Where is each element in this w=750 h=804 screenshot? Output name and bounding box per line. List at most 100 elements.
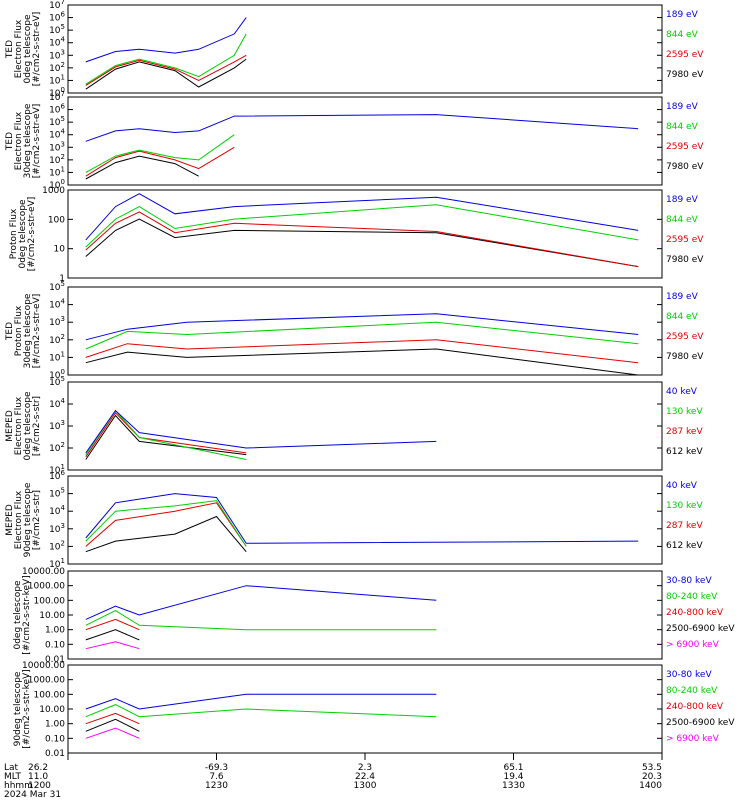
legend-label: 2500-6900 keV	[666, 624, 735, 634]
panel-7: 10000.00 1000.00 100.00 10.00 1.00 0.10 0.01 0d…	[13, 567, 735, 665]
y-tick-label: 100	[48, 215, 65, 225]
y-tick-label: 106	[49, 103, 65, 116]
footer-hhmm-value: 1400	[639, 781, 662, 791]
y-axis-title-line: Proton Flux	[9, 208, 19, 259]
footer-lat-value: 65.1	[503, 763, 523, 773]
legend-label: 80-240 keV	[666, 686, 718, 696]
y-tick-label: 104	[49, 397, 65, 410]
series-line-2	[85, 339, 639, 364]
y-tick-label: 0.01	[45, 749, 65, 759]
series-line-2	[85, 211, 639, 268]
legend-label: 80-240 keV	[666, 592, 718, 602]
series-line-1	[85, 58, 247, 90]
legend-label: 7980 eV	[666, 162, 704, 172]
y-tick-label: 10	[54, 245, 66, 255]
y-tick-label: 100.00	[34, 690, 66, 700]
series-line-4	[85, 493, 639, 544]
y-tick-label: 104	[49, 298, 65, 311]
y-tick-label: 0.10	[45, 734, 65, 744]
legend-label: 2595 eV	[666, 235, 704, 245]
y-tick-label: 105	[49, 115, 65, 128]
y-tick-label: 103	[49, 140, 65, 153]
footer-mlt-value: 22.4	[355, 772, 375, 782]
y-tick-label: 105	[49, 23, 65, 36]
y-tick-label: 0.10	[45, 640, 65, 650]
y-tick-label: 101	[49, 165, 65, 178]
series-line-1	[85, 414, 247, 460]
y-tick-label: 1000	[42, 186, 65, 196]
series-line-4	[85, 704, 437, 718]
y-tick-label: 0.01	[45, 655, 65, 665]
legend-label: 7980 eV	[666, 255, 704, 265]
series-line-3	[85, 712, 140, 725]
footer-mlt-value: 11.0	[28, 772, 48, 782]
legend-label: > 6900 keV	[666, 640, 720, 650]
legend-label: 844 eV	[666, 215, 699, 225]
series-line-2	[85, 629, 140, 641]
y-tick-label: 100	[49, 86, 65, 99]
footer-hhmm-value: 1200	[28, 781, 51, 791]
y-axis-title-line: TED	[5, 322, 15, 341]
series-line-4	[85, 409, 437, 454]
y-axis-title-line: TED	[5, 40, 15, 59]
panel-frame	[67, 96, 663, 186]
y-tick-label: 100	[49, 178, 65, 191]
y-tick-label: 10.00	[39, 705, 65, 715]
y-axis-title-line: 0deg telescope	[23, 391, 33, 461]
panel-frame	[67, 189, 663, 279]
panel-frame	[67, 475, 663, 565]
series-line-3	[85, 500, 247, 547]
y-tick-label: 102	[49, 61, 65, 74]
series-line-2	[85, 146, 235, 177]
footer-row-label: MLT	[4, 772, 22, 782]
series-line-4	[85, 17, 247, 63]
legend-label: 2595 eV	[666, 50, 704, 60]
series-line-4	[85, 610, 437, 631]
series-line-1	[85, 515, 247, 553]
panel-5: 101 102 103 104 105 MEPED Electron Flux 0deg te…	[5, 375, 703, 476]
legend-label: 189 eV	[666, 292, 699, 302]
legend-label: 2500-6900 keV	[666, 718, 735, 728]
y-axis-title-line: [#/cm2-s-str]	[32, 490, 42, 550]
y-axis-title-line: [#/cm2-s-str-keV]	[22, 575, 32, 654]
y-tick-label: 1.00	[45, 626, 65, 636]
footer-mlt-value: 20.3	[642, 772, 662, 782]
series-line-2	[85, 54, 247, 86]
y-axis-title-line: [#/cm2-s-str-eV]	[32, 104, 42, 179]
footer-row-label: Lat	[4, 763, 19, 773]
y-tick-label: 107	[49, 90, 65, 103]
y-tick-label: 103	[49, 48, 65, 61]
y-tick-label: 101	[49, 73, 65, 86]
series-line-3	[85, 33, 247, 85]
y-tick-label: 105	[49, 375, 65, 388]
legend-label: 844 eV	[666, 30, 699, 40]
y-tick-label: 102	[49, 153, 65, 166]
legend-label: 7980 eV	[666, 70, 704, 80]
series-line-3	[85, 204, 639, 248]
y-tick-label: 104	[49, 36, 65, 49]
series-line-5	[85, 693, 437, 710]
y-axis-title-line: TED	[5, 132, 15, 151]
series-line-1	[85, 727, 140, 739]
legend-label: 287 keV	[666, 427, 703, 437]
y-axis-title-line: MEPED	[5, 504, 15, 536]
legend-label: 844 eV	[666, 312, 699, 322]
footer-lat-value: -69.3	[205, 763, 228, 773]
legend-label: 189 eV	[666, 10, 699, 20]
footer-row-label: hhmm	[4, 781, 33, 791]
y-tick-label: 104	[49, 504, 65, 517]
y-axis-title-line: MEPED	[5, 410, 15, 442]
series-line-3	[85, 321, 639, 350]
legend-label: 130 keV	[666, 501, 703, 511]
legend-label: 2595 eV	[666, 332, 704, 342]
footer-lat-value: 53.5	[642, 763, 662, 773]
y-axis-title-line: 0deg telescope	[18, 199, 28, 269]
footer-hhmm-value: 1230	[205, 781, 228, 791]
y-tick-label: 104	[49, 128, 65, 141]
y-tick-label: 10.00	[39, 611, 65, 621]
panel-frame	[67, 381, 663, 471]
series-line-5	[85, 585, 437, 620]
